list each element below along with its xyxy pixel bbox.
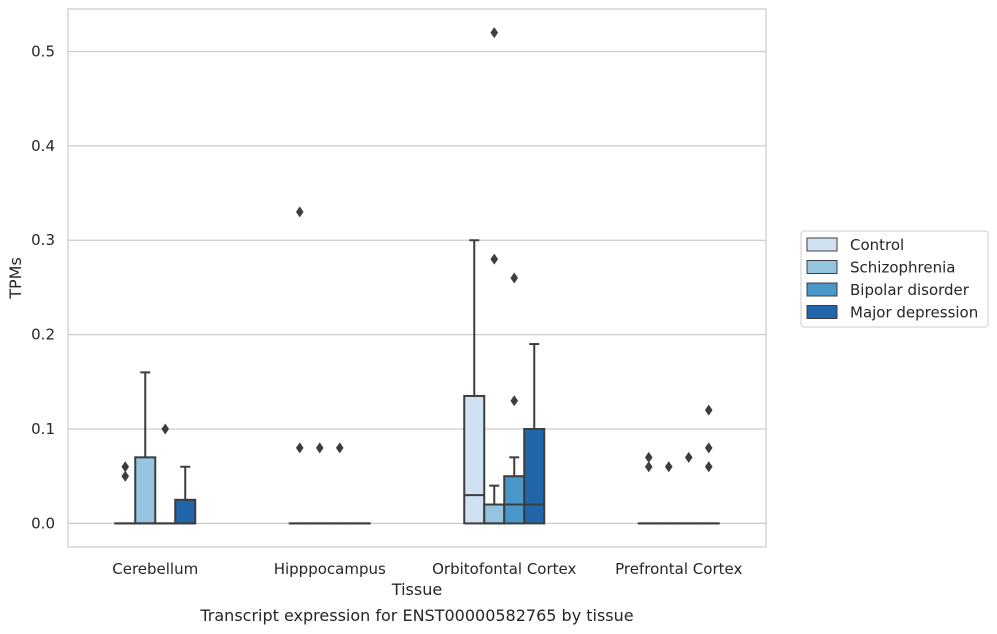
box-group bbox=[637, 451, 660, 525]
legend-label: Schizophrenia bbox=[850, 259, 955, 277]
legend-swatch bbox=[806, 260, 838, 274]
box-group bbox=[503, 272, 526, 525]
outlier-point bbox=[335, 442, 344, 454]
legend-swatch bbox=[806, 305, 838, 319]
box-iqr bbox=[134, 456, 157, 525]
box-iqr bbox=[483, 503, 506, 525]
outlier-point bbox=[295, 442, 304, 454]
legend-label: Control bbox=[850, 236, 904, 254]
box-group bbox=[288, 206, 311, 525]
outlier-point bbox=[684, 451, 693, 463]
outlier-point bbox=[315, 442, 324, 454]
legend-swatch bbox=[806, 282, 838, 297]
outlier-point bbox=[644, 451, 653, 463]
box-iqr bbox=[174, 498, 197, 525]
y-tick-label: 0.2 bbox=[31, 326, 55, 344]
outlier-point bbox=[121, 470, 130, 482]
legend-label: Major depression bbox=[850, 304, 978, 322]
outlier-point bbox=[490, 253, 499, 265]
box-iqr bbox=[463, 394, 486, 525]
outlier-point bbox=[295, 206, 304, 218]
box-group bbox=[114, 461, 137, 525]
y-axis-label: TPMs bbox=[6, 257, 25, 300]
box-group bbox=[483, 27, 506, 525]
y-tick-label: 0.3 bbox=[31, 231, 55, 249]
x-tick-label: Cerebellum bbox=[112, 560, 198, 578]
outlier-point bbox=[704, 442, 713, 454]
outlier-point bbox=[704, 461, 713, 473]
outlier-point bbox=[664, 461, 673, 473]
outlier-point bbox=[510, 395, 519, 407]
outlier-point bbox=[510, 272, 519, 284]
box-iqr bbox=[523, 428, 546, 525]
legend: Control Schizophrenia Bipolar disorder Majo… bbox=[800, 230, 989, 328]
y-tick-label: 0.1 bbox=[31, 420, 55, 438]
box-iqr bbox=[503, 475, 526, 525]
outlier-point bbox=[490, 27, 499, 39]
box-group bbox=[677, 451, 700, 525]
outlier-point bbox=[161, 423, 170, 435]
gridlines bbox=[68, 50, 766, 525]
x-tick-labels: Cerebellum Hipppocampus Orbitofontal Corte… bbox=[112, 560, 742, 578]
box-group bbox=[328, 442, 351, 525]
x-tick-label: Prefrontal Cortex bbox=[615, 560, 742, 578]
box-group bbox=[523, 343, 546, 525]
y-tick-label: 0.4 bbox=[31, 137, 55, 155]
outlier-point bbox=[121, 461, 130, 473]
plot-frame bbox=[67, 8, 767, 548]
legend-frame bbox=[800, 230, 989, 328]
box-group bbox=[697, 404, 720, 525]
boxes bbox=[114, 27, 720, 525]
box-group bbox=[174, 465, 197, 525]
box-group bbox=[308, 442, 331, 525]
x-tick-label: Orbitofontal Cortex bbox=[432, 560, 576, 578]
chart-caption: Transcript expression for ENST0000058276… bbox=[200, 606, 634, 625]
box-group bbox=[463, 239, 486, 525]
y-tick-labels: 0.0 0.1 0.2 0.3 0.4 0.5 bbox=[31, 42, 55, 532]
x-tick-label: Hipppocampus bbox=[274, 560, 386, 578]
x-axis-label: Tissue bbox=[391, 580, 442, 599]
outlier-point bbox=[704, 404, 713, 416]
y-tick-label: 0.5 bbox=[31, 42, 55, 60]
outlier-point bbox=[644, 461, 653, 473]
box-group bbox=[154, 423, 177, 525]
y-tick-label: 0.0 bbox=[31, 514, 55, 532]
box-group bbox=[134, 371, 157, 525]
box-group bbox=[657, 461, 680, 525]
legend-swatch bbox=[806, 237, 838, 252]
legend-label: Bipolar disorder bbox=[850, 281, 970, 299]
